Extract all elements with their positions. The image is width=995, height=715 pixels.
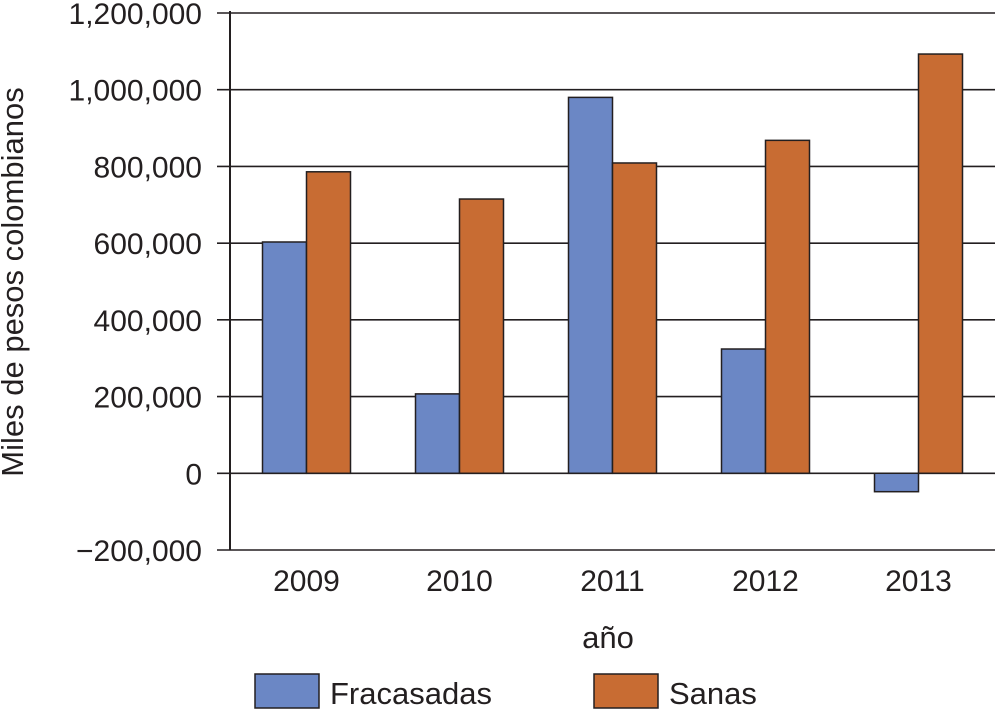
bar-fracasadas-2011	[567, 96, 614, 475]
y-axis-title: Miles de pesos colombianos	[0, 87, 30, 476]
legend-label-fracasadas: Fracasadas	[330, 676, 492, 711]
y-tick-label: 200,000	[94, 382, 202, 415]
bar-fracasadas-2013	[873, 472, 920, 493]
y-tick-labels: −200,000 0 200,000 400,000 600,000 800,000 1,0…	[69, 0, 202, 568]
x-tick-label: 2009	[273, 565, 340, 598]
y-tick-label: 800,000	[94, 151, 202, 184]
bar-fracasadas-2009	[261, 241, 308, 475]
x-tick-labels: 2009 2010 2011 2012 2013	[273, 565, 952, 598]
y-tick-label: 600,000	[94, 228, 202, 261]
x-tick-label: 2012	[732, 565, 799, 598]
legend: Fracasadas Sanas	[254, 673, 757, 711]
y-tick-label: 1,000,000	[69, 75, 202, 108]
bar-sanas-2010	[458, 198, 505, 475]
bar-sanas-2009	[305, 171, 352, 475]
bar-sanas-2012	[764, 139, 811, 475]
x-axis-title: año	[582, 620, 634, 655]
y-tick-label: 1,200,000	[69, 0, 202, 31]
x-tick-label: 2011	[580, 565, 645, 598]
legend-swatch-fracasadas	[254, 673, 320, 709]
bar-fracasadas-2012	[720, 348, 767, 475]
bar-sanas-2013	[917, 53, 964, 475]
y-tick-label: 400,000	[94, 305, 202, 338]
y-tick-label: 0	[185, 458, 202, 491]
bar-fracasadas-2010	[414, 393, 461, 475]
y-tick-label: −200,000	[76, 535, 202, 568]
legend-swatch-sanas	[593, 673, 659, 709]
legend-label-sanas: Sanas	[669, 676, 757, 711]
x-tick-label: 2010	[426, 565, 493, 598]
bar-sanas-2011	[611, 162, 658, 475]
bars	[261, 53, 964, 493]
x-tick-label: 2013	[885, 565, 952, 598]
